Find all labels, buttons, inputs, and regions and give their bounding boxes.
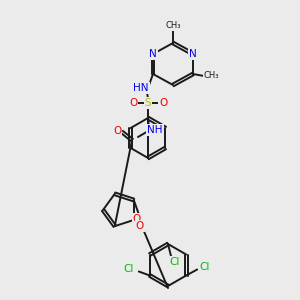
Text: O: O	[159, 98, 167, 108]
Text: Cl: Cl	[170, 257, 180, 267]
Text: HN: HN	[133, 83, 149, 93]
Text: Cl: Cl	[199, 262, 209, 272]
Text: Cl: Cl	[124, 265, 134, 275]
Text: O: O	[129, 98, 137, 108]
Text: NH: NH	[147, 125, 163, 135]
Text: O: O	[136, 221, 144, 231]
Text: O: O	[133, 214, 141, 224]
Text: N: N	[189, 49, 197, 59]
Text: N: N	[149, 49, 157, 59]
Text: O: O	[113, 126, 121, 136]
Text: CH₃: CH₃	[203, 71, 219, 80]
Text: CH₃: CH₃	[165, 22, 181, 31]
Text: S: S	[145, 98, 151, 108]
